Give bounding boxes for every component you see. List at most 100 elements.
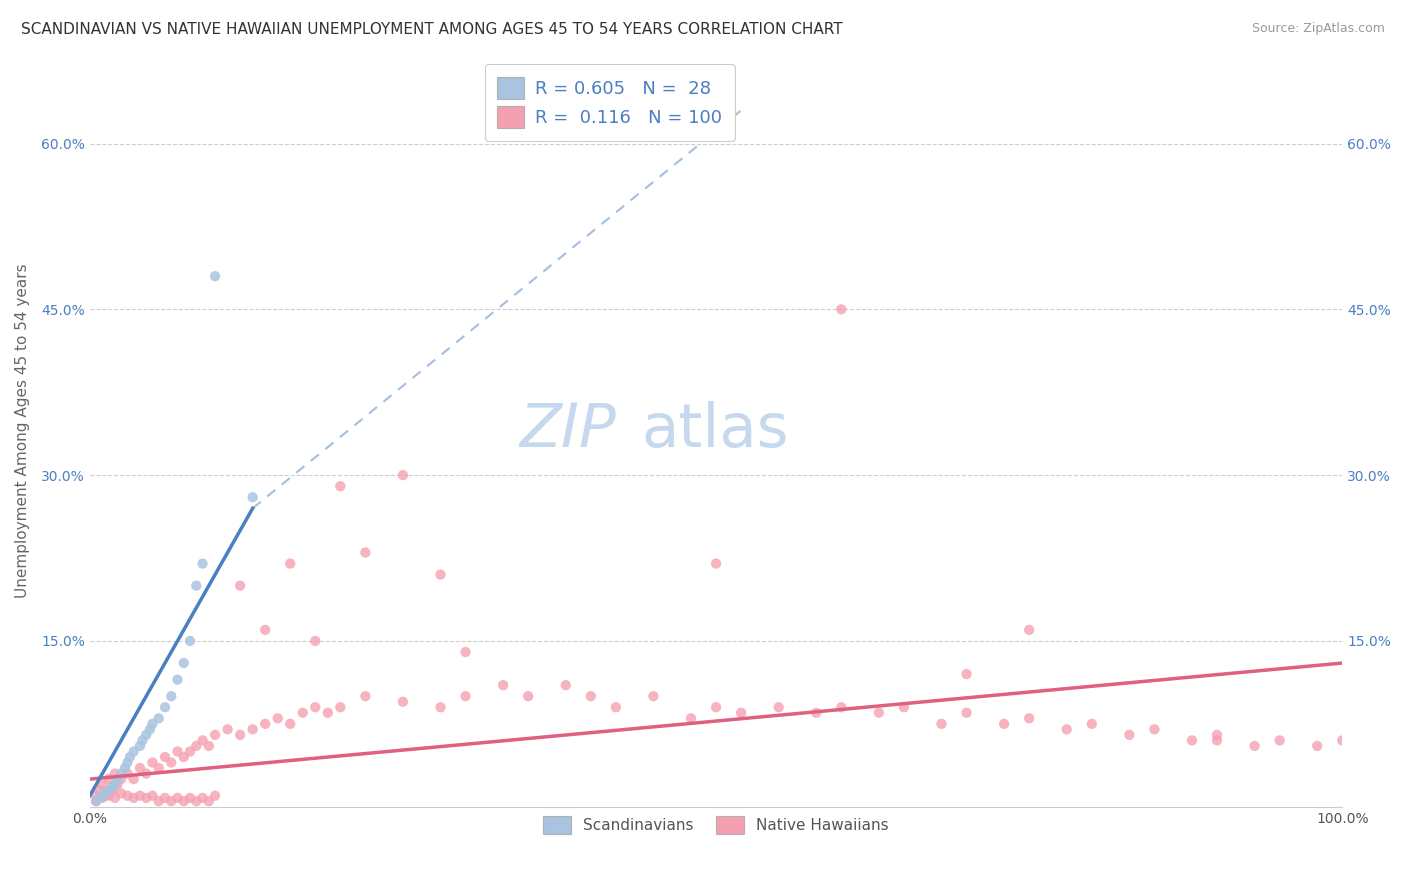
Point xyxy=(229,728,252,742)
Point xyxy=(101,783,124,797)
Point xyxy=(84,789,107,803)
Point xyxy=(166,673,188,687)
Point xyxy=(153,750,176,764)
Point xyxy=(114,761,136,775)
Point xyxy=(97,789,120,803)
Point xyxy=(1206,733,1229,747)
Point xyxy=(354,689,377,703)
Point xyxy=(160,756,183,770)
Point xyxy=(173,656,195,670)
Text: atlas: atlas xyxy=(641,401,789,460)
Point xyxy=(179,790,201,805)
Point xyxy=(1206,728,1229,742)
Point xyxy=(1081,716,1104,731)
Point xyxy=(122,744,145,758)
Text: ZIP: ZIP xyxy=(519,401,616,460)
Point xyxy=(704,557,727,571)
Point xyxy=(316,706,339,720)
Point xyxy=(89,783,111,797)
Legend: Scandinavians, Native Hawaiians: Scandinavians, Native Hawaiians xyxy=(537,810,894,840)
Point xyxy=(104,766,127,780)
Point xyxy=(160,689,183,703)
Point xyxy=(204,789,226,803)
Point xyxy=(392,468,415,483)
Point xyxy=(160,794,183,808)
Point xyxy=(191,733,214,747)
Point xyxy=(1181,733,1204,747)
Point xyxy=(354,545,377,559)
Point xyxy=(91,778,114,792)
Point xyxy=(104,778,127,792)
Point xyxy=(153,790,176,805)
Point xyxy=(492,678,515,692)
Point xyxy=(278,557,301,571)
Point xyxy=(129,761,152,775)
Point xyxy=(173,794,195,808)
Point xyxy=(141,789,163,803)
Point xyxy=(1243,739,1265,753)
Point xyxy=(304,634,326,648)
Point xyxy=(198,794,221,808)
Point xyxy=(186,579,208,593)
Point xyxy=(304,700,326,714)
Point xyxy=(1268,733,1291,747)
Text: SCANDINAVIAN VS NATIVE HAWAIIAN UNEMPLOYMENT AMONG AGES 45 TO 54 YEARS CORRELATI: SCANDINAVIAN VS NATIVE HAWAIIAN UNEMPLOY… xyxy=(21,22,842,37)
Text: Source: ZipAtlas.com: Source: ZipAtlas.com xyxy=(1251,22,1385,36)
Point xyxy=(1331,733,1354,747)
Point xyxy=(117,756,139,770)
Point xyxy=(186,739,208,753)
Point xyxy=(166,790,188,805)
Point xyxy=(229,579,252,593)
Point xyxy=(1118,728,1140,742)
Point xyxy=(110,772,132,786)
Point xyxy=(129,739,152,753)
Point xyxy=(679,711,702,725)
Point xyxy=(267,711,290,725)
Point xyxy=(993,716,1015,731)
Point xyxy=(806,706,828,720)
Point xyxy=(105,772,128,786)
Point xyxy=(893,700,915,714)
Point xyxy=(141,756,163,770)
Point xyxy=(179,744,201,758)
Point xyxy=(868,706,890,720)
Point xyxy=(955,667,977,681)
Point xyxy=(830,700,852,714)
Point xyxy=(148,761,170,775)
Point xyxy=(91,790,114,805)
Point xyxy=(955,706,977,720)
Point xyxy=(643,689,665,703)
Point xyxy=(94,787,117,801)
Point xyxy=(254,716,277,731)
Point xyxy=(217,723,239,737)
Point xyxy=(554,678,576,692)
Point xyxy=(118,750,141,764)
Point xyxy=(131,733,153,747)
Point xyxy=(105,778,128,792)
Point xyxy=(1056,723,1078,737)
Point xyxy=(191,790,214,805)
Point xyxy=(148,711,170,725)
Point xyxy=(329,700,352,714)
Point xyxy=(186,794,208,808)
Point xyxy=(1306,739,1329,753)
Y-axis label: Unemployment Among Ages 45 to 54 years: Unemployment Among Ages 45 to 54 years xyxy=(15,264,30,599)
Point xyxy=(173,750,195,764)
Point xyxy=(148,794,170,808)
Point xyxy=(605,700,627,714)
Point xyxy=(191,557,214,571)
Point xyxy=(242,723,264,737)
Point xyxy=(730,706,752,720)
Point xyxy=(429,567,451,582)
Point xyxy=(1143,723,1166,737)
Point xyxy=(830,302,852,317)
Point xyxy=(84,794,107,808)
Point xyxy=(129,789,152,803)
Point xyxy=(931,716,953,731)
Point xyxy=(135,790,157,805)
Point xyxy=(84,794,107,808)
Point xyxy=(117,766,139,780)
Point xyxy=(254,623,277,637)
Point xyxy=(97,772,120,786)
Point xyxy=(101,780,124,794)
